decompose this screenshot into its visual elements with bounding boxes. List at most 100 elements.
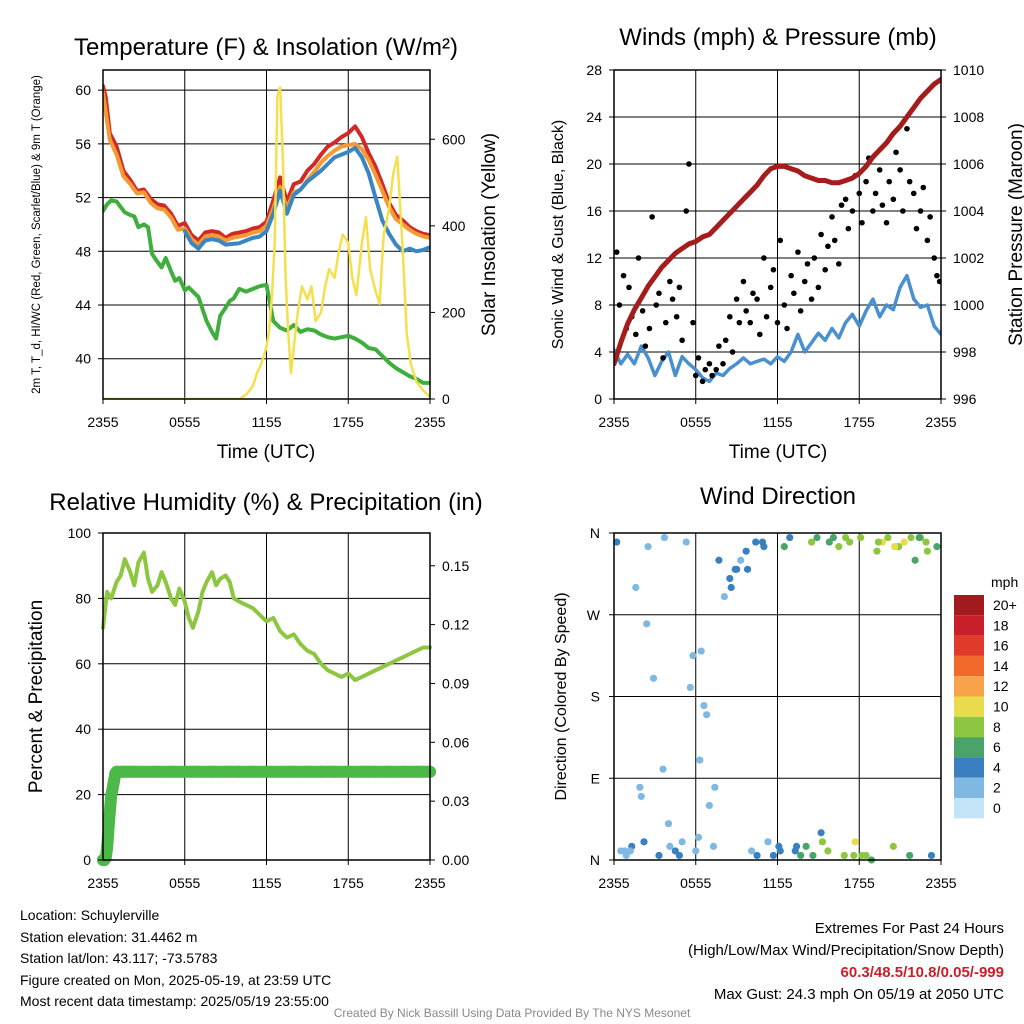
y-tick-label: E [591,770,600,786]
series-line-sonic-wind [614,273,941,384]
data-point [863,178,869,185]
series-line-solar-insolation [103,86,430,399]
extremes-panel: Extremes For Past 24 Hours (High/Low/Max… [688,918,1004,1006]
data-point [920,184,927,191]
data-point [676,284,683,291]
direction-point [626,847,634,855]
data-point [804,261,811,267]
direction-point [726,574,734,583]
direction-point [906,851,914,860]
data-point [818,231,824,238]
legend-swatch [954,798,984,819]
x-axis-label: Time (UTC) [729,442,828,463]
chart-0: Temperature (F) & Insolation (W/m²) 2355 0… [31,34,500,463]
direction-point [842,533,850,542]
data-point [614,249,620,255]
data-point [808,296,815,302]
y-tick-label: 0 [594,391,602,407]
data-point [233,765,246,778]
legend-swatch [954,757,984,778]
direction-point [692,847,700,855]
direction-point [632,583,640,592]
legend-label: 18 [993,617,1009,633]
legend-label: 10 [993,699,1009,715]
y-tick-label: 12 [586,250,602,266]
y-axis-label: 2m T, T_d, HI/WC (Red, Green, Scarlet/Bl… [31,75,43,394]
plot-border [102,69,431,400]
direction-point [743,565,752,573]
y2-tick-label: 0.03 [442,793,469,809]
y-tick-label: 44 [75,297,91,313]
x-tick-label: 2355 [414,875,445,891]
data-point [761,255,767,261]
direction-point [678,838,686,846]
y2-axis-label: Solar Insolation (Yellow) [479,133,500,336]
direction-point [715,556,723,564]
data-point [137,765,150,778]
data-point [756,331,763,338]
data-point [639,308,646,314]
x-tick-label: 2355 [598,414,629,430]
y-tick-label: 28 [586,62,602,78]
data-point [642,343,649,349]
legend-swatch [954,737,984,758]
direction-point [825,538,833,546]
data-point [934,272,940,279]
data-point [192,765,205,778]
data-point [750,290,756,297]
data-point [927,214,933,220]
y-tick-label: 56 [75,136,91,152]
data-point [736,319,743,326]
direction-point [659,765,667,773]
direction-point [922,538,930,546]
direction-point [802,842,810,850]
figure-created: Figure created on Mon, 2025-05-19, at 23… [20,971,332,988]
y2-axis-label: Station Pressure (Maroon) [1006,123,1024,346]
data-point [626,284,632,291]
direction-point [700,701,708,710]
data-point [754,296,760,302]
x-tick-label: 1155 [251,875,281,891]
legend-swatch [954,716,984,738]
chart-1: Winds (mph) & Pressure (mb) 2355 0555 1155 1… [550,24,1024,463]
speed-legend: mph 20+ 18 16 14 12 10 8 6 4 2 0 [954,574,1018,819]
data-point [620,272,627,279]
data-point [829,214,835,220]
data-point [165,765,178,778]
chart-title: Winds (mph) & Pressure (mb) [619,24,936,51]
legend-swatch [954,777,984,798]
direction-point [660,533,669,542]
y-tick-label: 48 [75,243,91,259]
y2-tick-label: 0 [442,391,450,407]
data-point [872,190,879,197]
direction-point [640,838,648,846]
direction-point [797,851,805,860]
data-point [856,190,863,197]
y-axis-label: Sonic Wind & Gust (Blue, Black) [550,120,567,349]
series-line-station-pressure [614,76,941,367]
y-tick-label: 16 [586,203,602,219]
data-point [729,349,736,355]
direction-point [835,543,843,551]
series-line-2m-temperature [103,84,430,243]
plot-border [613,69,942,400]
legend-swatch [954,676,984,697]
direction-point [742,547,750,555]
chart-2: Relative Humidity (%) & Precipitation (i… [26,489,483,891]
x-tick-label: 2355 [925,875,956,891]
data-point [770,266,777,273]
direction-point [655,851,663,860]
legend-swatch [954,696,984,717]
data-point [910,190,917,197]
data-point [904,125,910,132]
y-tick-label: 0 [83,852,91,868]
data-point [660,355,666,361]
data-point [383,765,396,778]
y-tick-label: 20 [75,787,91,803]
data-point [706,360,713,367]
direction-point [649,674,658,682]
x-tick-label: 1155 [762,414,792,430]
data-point [936,278,941,285]
legend-label: 12 [993,678,1009,694]
x-tick-label: 0555 [680,875,711,891]
